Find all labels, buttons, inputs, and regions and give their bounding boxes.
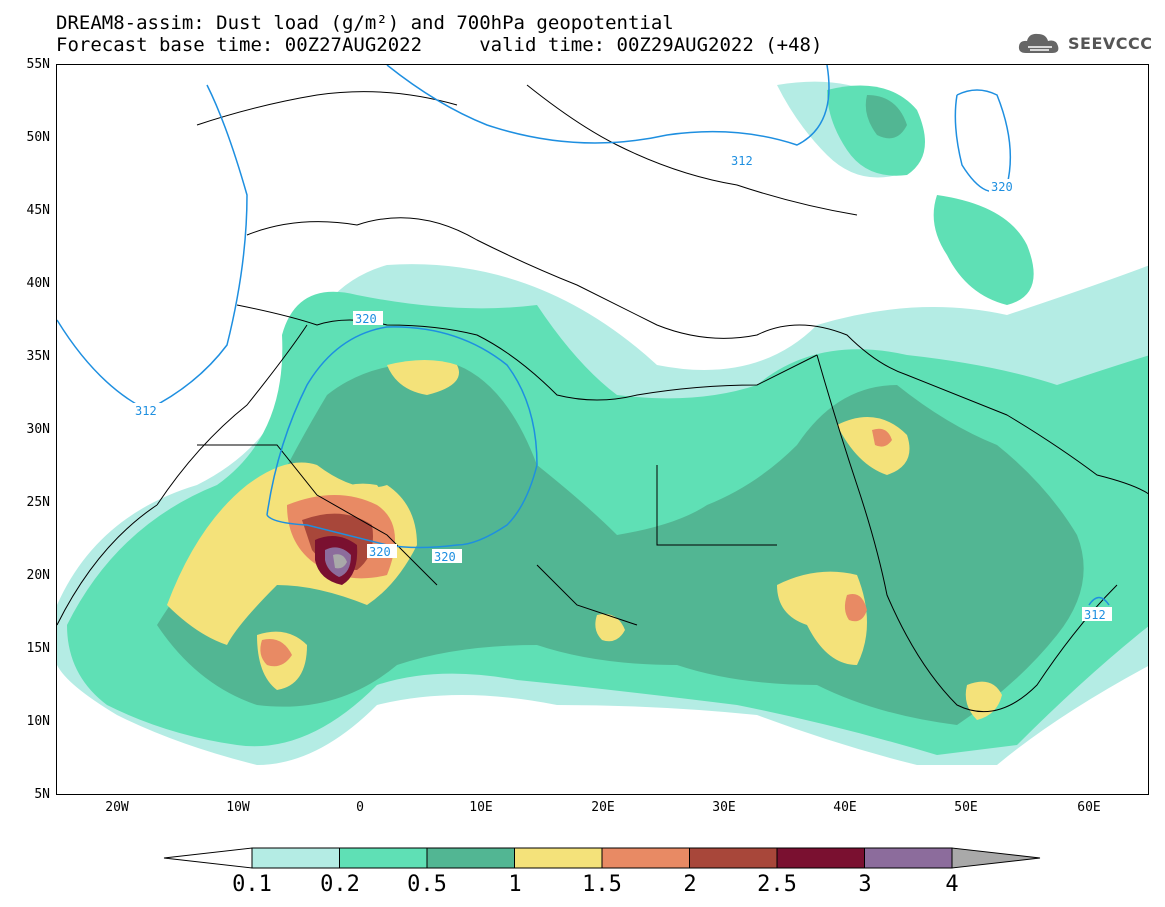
- lon-label-20e: 20E: [591, 800, 615, 815]
- lat-label-45n: 45N: [26, 203, 50, 218]
- colorbar-label-2-5: 2.5: [757, 872, 797, 897]
- title-line-1: DREAM8-assim: Dust load (g/m²) and 700hP…: [56, 12, 674, 34]
- contour-labels: 312 320 312 320 320 320 312: [133, 153, 1112, 622]
- colorbar-label-2: 2: [683, 872, 697, 897]
- lat-label-40n: 40N: [26, 276, 50, 291]
- lon-label-0: 0: [356, 800, 364, 815]
- contour-label-312-west: 312: [135, 404, 157, 418]
- lat-label-20n: 20N: [26, 568, 50, 583]
- lon-label-40e: 40E: [833, 800, 857, 815]
- lat-label-35n: 35N: [26, 349, 50, 364]
- lat-label-5n: 5N: [34, 787, 50, 802]
- colorbar-swatch: [426, 847, 515, 869]
- lat-label-55n: 55N: [26, 57, 50, 72]
- lon-label-20w: 20W: [105, 800, 129, 815]
- colorbar-swatch: [339, 847, 428, 869]
- lon-label-10w: 10W: [226, 800, 250, 815]
- contour-label-320-sahara-b: 320: [434, 550, 456, 564]
- lat-label-10n: 10N: [26, 714, 50, 729]
- colorbar-label-0-2: 0.2: [320, 872, 360, 897]
- logo-text: SEEVCCC: [1068, 33, 1153, 53]
- seevccc-logo: SEEVCCC: [1016, 26, 1153, 60]
- colorbar-swatch: [951, 847, 1041, 869]
- colorbar-label-4: 4: [945, 872, 959, 897]
- colorbar-swatch: [601, 847, 690, 869]
- contour-label-320-north: 320: [355, 312, 377, 326]
- lat-label-30n: 30N: [26, 422, 50, 437]
- colorbar-label-3: 3: [858, 872, 872, 897]
- contour-label-320-caspian: 320: [991, 180, 1013, 194]
- contour-label-312-east: 312: [731, 154, 753, 168]
- colorbar: [163, 847, 1041, 869]
- lon-label-50e: 50E: [954, 800, 978, 815]
- colorbar-swatch: [689, 847, 778, 869]
- lon-label-60e: 60E: [1077, 800, 1101, 815]
- title-line-2: Forecast base time: 00Z27AUG2022 valid t…: [56, 34, 823, 56]
- colorbar-label-1: 1: [508, 872, 522, 897]
- coastlines: [57, 84, 1148, 713]
- contour-label-312-arabian: 312: [1084, 608, 1106, 622]
- contour-label-320-sahara-a: 320: [369, 545, 391, 559]
- lon-label-10e: 10E: [469, 800, 493, 815]
- cloud-icon: [1018, 33, 1059, 53]
- dust-map-canvas: 312 320 312 320 320 320 312: [57, 65, 1148, 765]
- geopotential-contours: [57, 65, 1110, 606]
- dust-field-4: [333, 554, 347, 569]
- colorbar-swatch: [864, 847, 953, 869]
- colorbar-swatch: [776, 847, 865, 869]
- colorbar-swatch: [251, 847, 340, 869]
- dust-map: 312 320 312 320 320 320 312: [56, 64, 1149, 795]
- colorbar-label-0-1: 0.1: [232, 872, 272, 897]
- colorbar-label-0-5: 0.5: [407, 872, 447, 897]
- lat-label-15n: 15N: [26, 641, 50, 656]
- colorbar-label-1-5: 1.5: [582, 872, 622, 897]
- lat-label-25n: 25N: [26, 495, 50, 510]
- colorbar-swatch: [514, 847, 603, 869]
- lat-label-50n: 50N: [26, 130, 50, 145]
- lon-label-30e: 30E: [712, 800, 736, 815]
- colorbar-swatch: [163, 847, 253, 869]
